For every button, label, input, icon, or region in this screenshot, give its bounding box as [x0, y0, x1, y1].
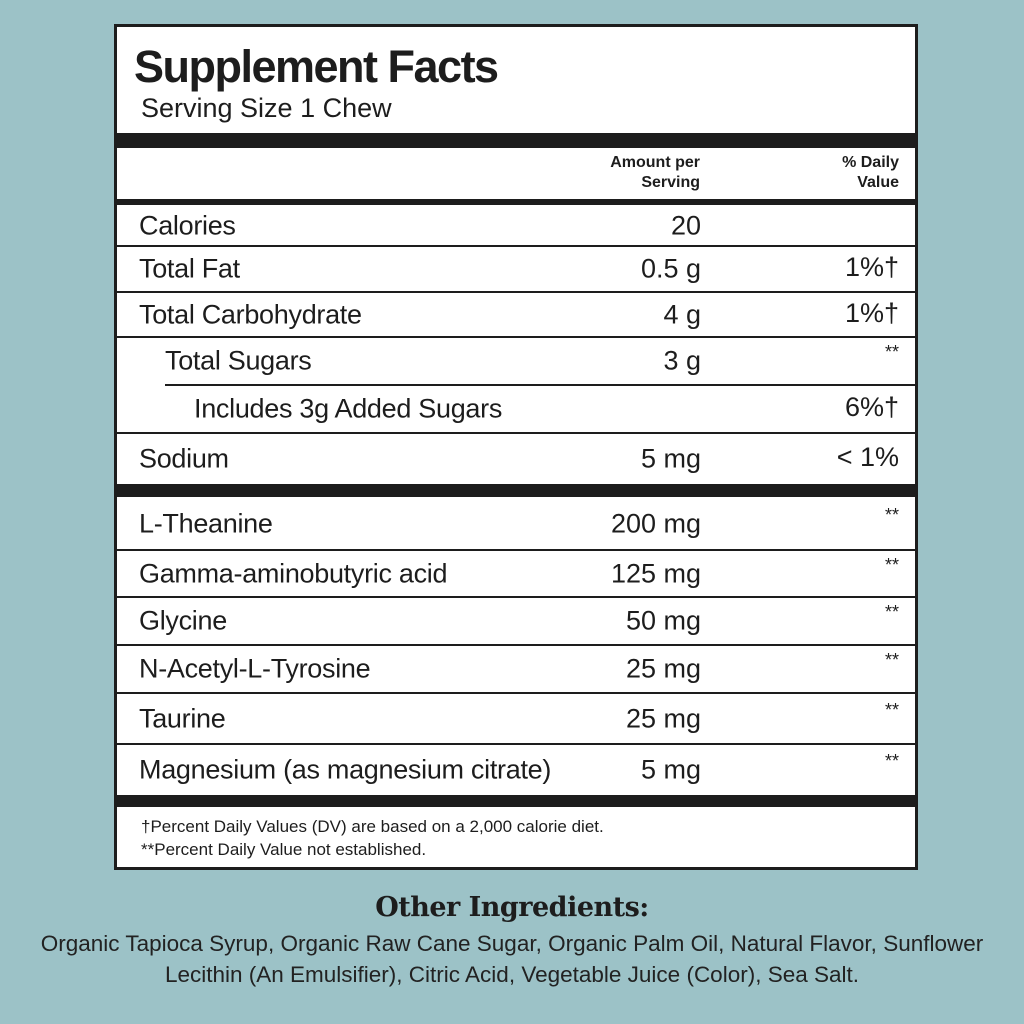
nutrient-row: Calories 20 — [117, 205, 915, 247]
column-header: Amount per Serving % Daily Value — [117, 149, 915, 200]
thick-divider — [117, 133, 915, 148]
nutrient-name: Calories — [139, 210, 236, 240]
nutrient-row: Total Fat 0.5 g 1%† — [117, 246, 915, 293]
nutrient-row: Glycine 50 mg ** — [117, 597, 915, 646]
daily-value-header: % Daily Value — [842, 154, 899, 191]
row-divider — [117, 245, 915, 247]
row-divider — [117, 291, 915, 293]
other-ingredients-text: Organic Tapioca Syrup, Organic Raw Cane … — [40, 931, 984, 987]
row-divider — [117, 549, 915, 551]
other-ingredients-title: Other Ingredients: — [375, 892, 649, 923]
nutrient-row: N-Acetyl-L-Tyrosine 25 mg ** — [117, 645, 915, 694]
footnote-double-asterisk: **Percent Daily Value not established. — [141, 840, 427, 859]
nutrient-amount: 20 — [670, 210, 701, 240]
nutrient-amount: 25 mg — [625, 653, 701, 684]
nutrient-daily-value: ** — [884, 699, 899, 720]
nutrient-amount: 0.5 g — [640, 253, 701, 284]
nutrient-name: Sodium — [139, 443, 229, 473]
panel-title: Supplement Facts — [134, 41, 499, 92]
row-divider — [117, 336, 915, 338]
nutrient-daily-value: < 1% — [836, 441, 899, 472]
nutrient-daily-value: 1%† — [844, 251, 899, 282]
thick-divider — [117, 795, 915, 807]
row-divider — [117, 432, 915, 434]
row-divider — [117, 743, 915, 745]
nutrient-name: Gamma-aminobutyric acid — [139, 558, 448, 588]
nutrient-daily-value: ** — [884, 750, 899, 771]
nutrient-daily-value: ** — [884, 602, 899, 623]
nutrient-row: L-Theanine 200 mg ** — [117, 497, 915, 551]
nutrient-amount: 125 mg — [610, 558, 701, 588]
nutrient-amount: 4 g — [663, 299, 701, 329]
nutrient-daily-value: ** — [884, 650, 899, 671]
nutrient-name: Glycine — [139, 605, 227, 636]
nutrient-row: Magnesium (as magnesium citrate) 5 mg ** — [117, 744, 915, 795]
footnote-dagger: †Percent Daily Values (DV) are based on … — [141, 817, 604, 836]
row-divider — [117, 596, 915, 598]
nutrient-amount: 200 mg — [610, 508, 701, 538]
nutrient-name: Includes 3g Added Sugars — [194, 393, 503, 424]
supplement-facts-panel: Supplement Facts Serving Size 1 Chew Amo… — [114, 24, 918, 870]
nutrient-name: L-Theanine — [139, 508, 273, 538]
nutrient-row: Gamma-aminobutyric acid 125 mg ** — [117, 550, 915, 598]
thick-divider — [117, 484, 915, 497]
footnotes: †Percent Daily Values (DV) are based on … — [141, 815, 604, 861]
nutrient-name: Taurine — [139, 703, 226, 733]
row-divider — [117, 644, 915, 646]
nutrient-row: Includes 3g Added Sugars 6%† — [117, 385, 915, 434]
nutrient-name: Total Carbohydrate — [139, 299, 362, 329]
nutrient-daily-value: ** — [884, 504, 899, 525]
nutrient-row: Sodium 5 mg < 1% — [117, 433, 915, 484]
nutrient-daily-value: ** — [884, 342, 899, 363]
nutrient-amount: 3 g — [663, 345, 701, 376]
medium-divider — [117, 199, 915, 205]
nutrient-daily-value: 6%† — [844, 391, 899, 422]
nutrient-amount: 25 mg — [625, 703, 701, 733]
nutrient-row: Total Sugars 3 g ** — [117, 337, 915, 386]
amount-header: Amount per Serving — [610, 154, 700, 191]
nutrient-name: Total Fat — [139, 253, 240, 284]
nutrient-amount: 50 mg — [625, 605, 701, 636]
nutrient-row: Total Carbohydrate 4 g 1%† — [117, 292, 915, 338]
row-divider — [165, 384, 915, 386]
nutrient-amount: 5 mg — [640, 754, 701, 784]
nutrient-amount: 5 mg — [640, 443, 701, 473]
nutrient-name: Magnesium (as magnesium citrate) — [139, 754, 552, 784]
nutrient-daily-value: ** — [884, 554, 899, 575]
nutrient-daily-value: 1%† — [844, 297, 899, 328]
nutrient-row: Taurine 25 mg ** — [117, 693, 915, 745]
nutrient-name: N-Acetyl-L-Tyrosine — [139, 653, 371, 684]
serving-size: Serving Size 1 Chew — [141, 93, 392, 123]
nutrient-name: Total Sugars — [165, 345, 312, 376]
row-divider — [117, 692, 915, 694]
